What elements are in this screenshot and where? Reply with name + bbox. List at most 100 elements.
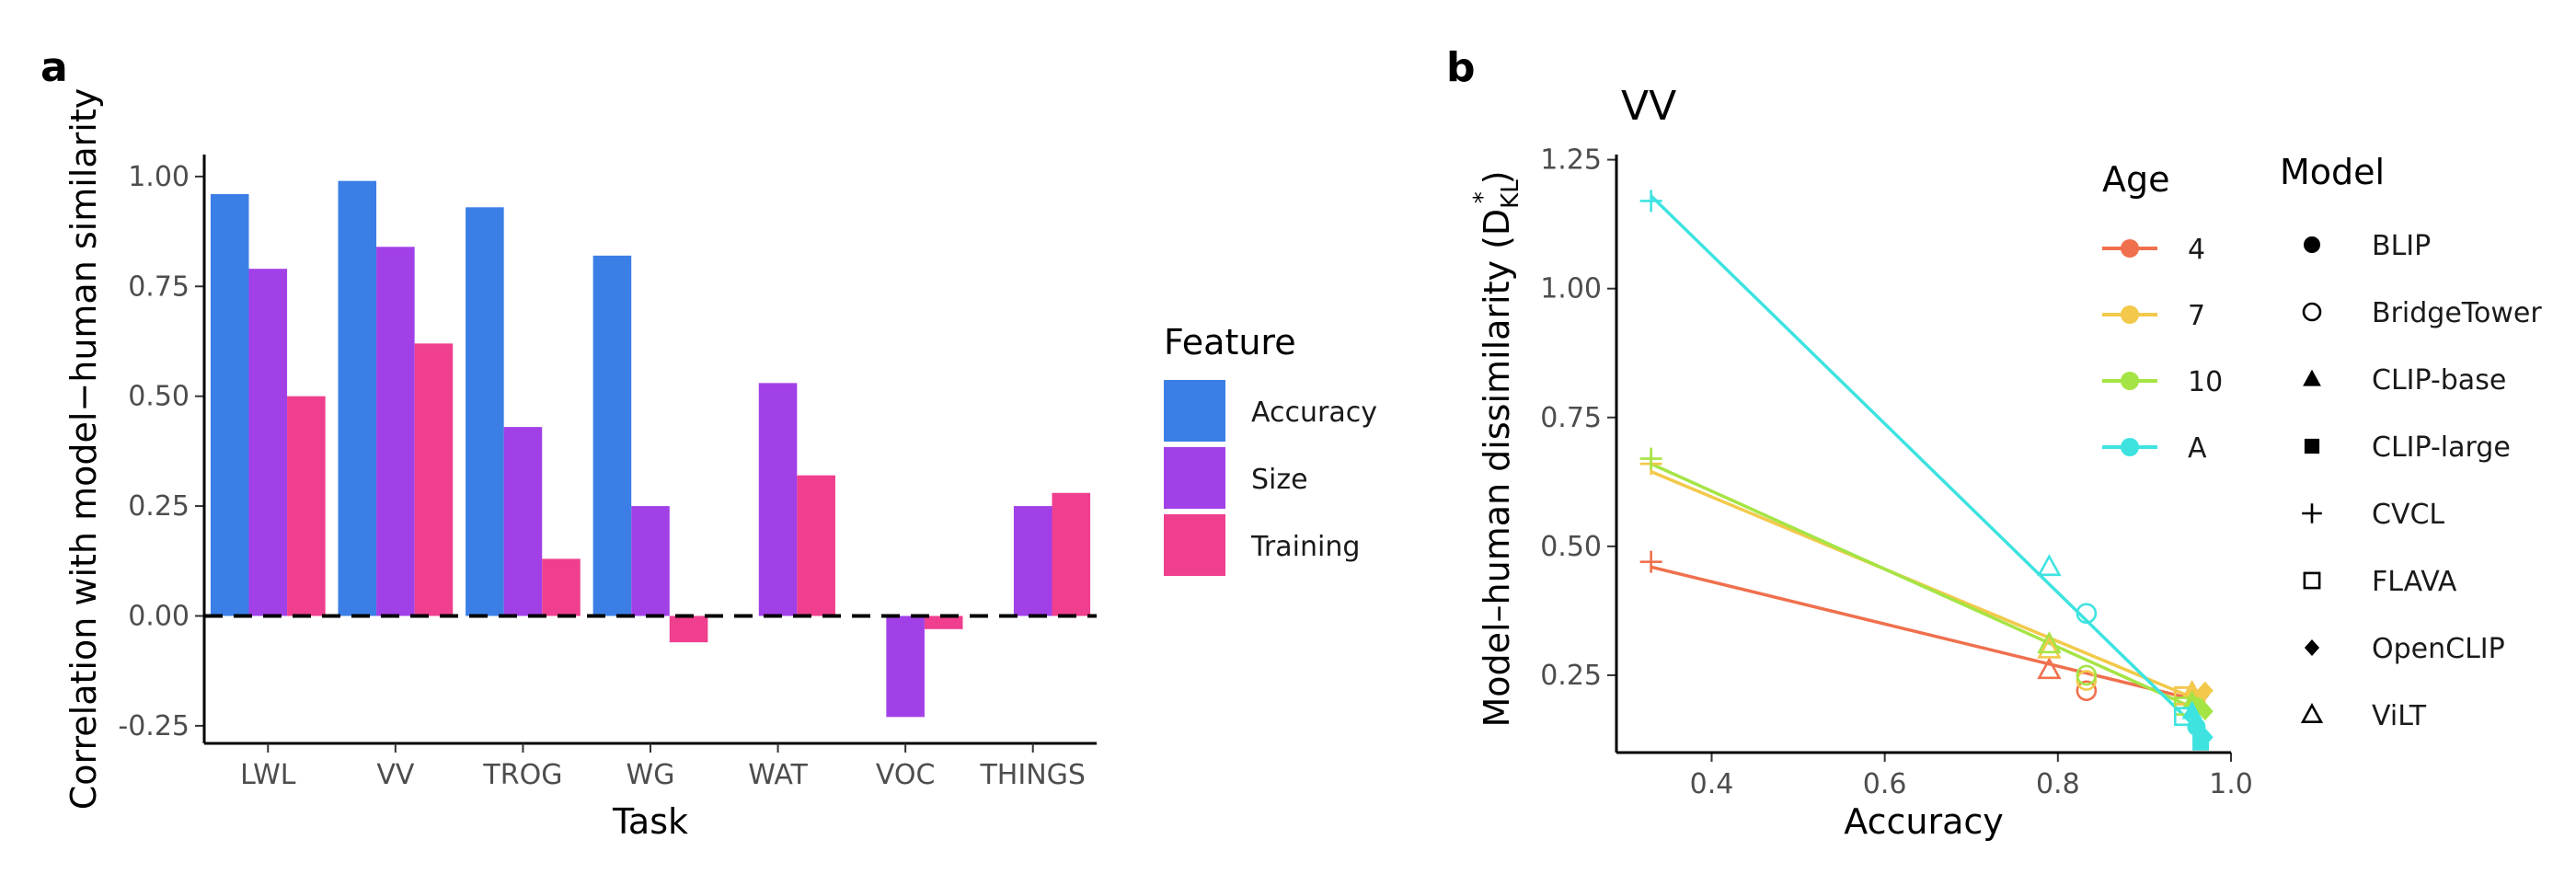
legend-label-training: Training	[1250, 531, 1360, 563]
point-vilt-age-10	[2037, 631, 2062, 654]
point-bridgetower-age-a	[2076, 603, 2098, 625]
bar-things-size	[1013, 506, 1052, 616]
scatter-points	[1639, 190, 2214, 751]
age-legend-label-7: 7	[2188, 300, 2205, 332]
bar-wat-training	[797, 475, 835, 616]
point-vilt-age-7	[2037, 636, 2062, 659]
model-legend-label-clip-base: CLIP-base	[2372, 364, 2506, 397]
age-legend-dot-7	[2121, 305, 2139, 324]
point-bridgetower-age-4	[2076, 680, 2098, 702]
model-legend-label-cvcl: CVCL	[2372, 499, 2444, 531]
bar-x-axis-ticks: LWL VV TROG WG WAT VOC THINGS	[240, 743, 1086, 791]
point-cvcl-age-10	[1639, 447, 1662, 470]
scatter-y-title-sup: *	[1469, 191, 1497, 203]
scatter-title: VV	[1621, 83, 1676, 130]
scatter-x-axis-ticks: 0.4 0.6 0.8 1.0	[1690, 753, 2253, 800]
model-legend-marker-clip-large	[2304, 438, 2320, 454]
fit-line-age-a	[1650, 194, 2202, 733]
bar-y-axis-title: Correlation with model−human similarity	[63, 88, 104, 810]
bar-things-training	[1052, 492, 1091, 616]
point-vilt-age-4	[2037, 657, 2062, 680]
age-legend-dot-a	[2121, 438, 2139, 456]
bar-voc-training	[924, 615, 963, 629]
point-cvcl-age-a	[1639, 190, 1662, 213]
scatter-y-tick-label: 1.00	[1540, 273, 1602, 305]
point-vilt-age-a	[2037, 554, 2062, 577]
model-legend-marker-flava	[2303, 571, 2321, 590]
model-legend-marker-cvcl	[2302, 503, 2322, 523]
fit-line-age-10	[1650, 462, 2202, 713]
model-legend: Model BLIP BridgeTower CLIP-base CLIP-large…	[2280, 152, 2542, 732]
bar-wat-size	[758, 383, 798, 616]
scatter-chart-panel: VV 0.25 0.50 0.75 1.00 1.25 0.4 0.6 0.8 1.0 Acc…	[1469, 83, 2542, 842]
age-legend-label-10: 10	[2188, 366, 2223, 398]
model-legend-label-clip-large: CLIP-large	[2372, 431, 2511, 464]
scatter-y-tick-label: 0.50	[1540, 531, 1602, 563]
bar-y-tick-label: 0.75	[128, 270, 190, 303]
bar-vv-training	[414, 343, 454, 616]
scatter-x-tick-label: 0.8	[2036, 768, 2080, 800]
bar-y-tick-label: 0.00	[128, 600, 190, 632]
feature-legend-title: Feature	[1164, 322, 1296, 362]
panel-label-a: a	[40, 44, 68, 91]
scatter-y-tick-label: 0.75	[1540, 402, 1602, 434]
scatter-y-axis-title: Model–human dissimilarity (DKL*)	[1469, 170, 1524, 727]
scatter-x-tick-label: 0.6	[1863, 768, 1907, 800]
model-legend-marker-vilt	[2300, 702, 2324, 723]
model-legend-marker-openclip	[2304, 639, 2320, 656]
model-legend-label-blip: BLIP	[2372, 230, 2431, 262]
bar-marks	[210, 180, 1091, 718]
bar-voc-size	[886, 615, 925, 718]
bar-lwl-accuracy	[210, 193, 249, 616]
scatter-y-tick-label: 0.25	[1540, 660, 1602, 692]
model-legend-title: Model	[2280, 152, 2385, 192]
point-cvcl-age-4	[1639, 550, 1662, 573]
panel-label-b: b	[1446, 44, 1476, 91]
scatter-fit-lines	[1650, 194, 2202, 733]
point-clip-base-age-a	[2181, 700, 2202, 719]
scatter-y-title-sub: KL	[1497, 179, 1524, 209]
bar-x-tick-label: VOC	[876, 759, 936, 791]
bar-vv-size	[376, 247, 415, 616]
bar-vv-accuracy	[338, 180, 377, 616]
scatter-y-title-main: Model–human dissimilarity (D	[1477, 209, 1517, 728]
scatter-y-axis-ticks: 0.25 0.50 0.75 1.00 1.25	[1540, 144, 1616, 692]
age-legend-label-4: 4	[2188, 234, 2205, 266]
legend-swatch-accuracy	[1164, 380, 1225, 442]
fit-line-age-4	[1650, 565, 2202, 703]
bar-y-tick-label: 0.25	[128, 490, 190, 523]
scatter-x-tick-label: 1.0	[2209, 768, 2253, 800]
scatter-y-title-close: )	[1477, 170, 1517, 184]
bar-x-axis-title: Task	[612, 801, 688, 842]
bar-x-tick-label: THINGS	[979, 759, 1085, 791]
bar-y-tick-label: 0.50	[128, 381, 190, 413]
bar-trog-accuracy	[466, 207, 504, 616]
bar-x-tick-label: WG	[627, 759, 675, 791]
bar-wg-accuracy	[592, 255, 632, 616]
bar-wg-training	[669, 615, 708, 643]
bar-lwl-size	[248, 269, 288, 616]
model-legend-label-bridgetower: BridgeTower	[2372, 297, 2542, 329]
bar-y-tick-label: 1.00	[128, 161, 190, 193]
legend-label-size: Size	[1251, 464, 1308, 496]
bar-x-tick-label: TROG	[482, 759, 562, 791]
bar-x-tick-label: LWL	[240, 759, 296, 791]
legend-swatch-training	[1164, 514, 1225, 576]
age-legend-label-a: A	[2188, 432, 2207, 465]
feature-legend: Feature Accuracy Size Training	[1164, 322, 1377, 576]
scatter-y-tick-label: 1.25	[1540, 144, 1602, 177]
legend-label-accuracy: Accuracy	[1251, 397, 1377, 429]
bar-x-tick-label: VV	[376, 759, 415, 791]
point-blip-age-a	[2187, 717, 2206, 736]
model-legend-label-flava: FLAVA	[2372, 566, 2457, 598]
age-legend-dot-10	[2121, 372, 2139, 390]
bar-y-tick-label: -0.25	[118, 710, 190, 742]
legend-swatch-size	[1164, 447, 1225, 509]
point-bridgetower-age-7	[2076, 670, 2098, 691]
bar-x-tick-label: WAT	[748, 759, 808, 791]
model-legend-marker-blip	[2304, 236, 2320, 253]
scatter-x-axis-title: Accuracy	[1844, 801, 2004, 842]
bar-wg-size	[631, 506, 670, 616]
bar-chart-panel: -0.25 0.00 0.25 0.50 0.75 1.00 LWL VV TROG WG WAT…	[63, 88, 1377, 842]
